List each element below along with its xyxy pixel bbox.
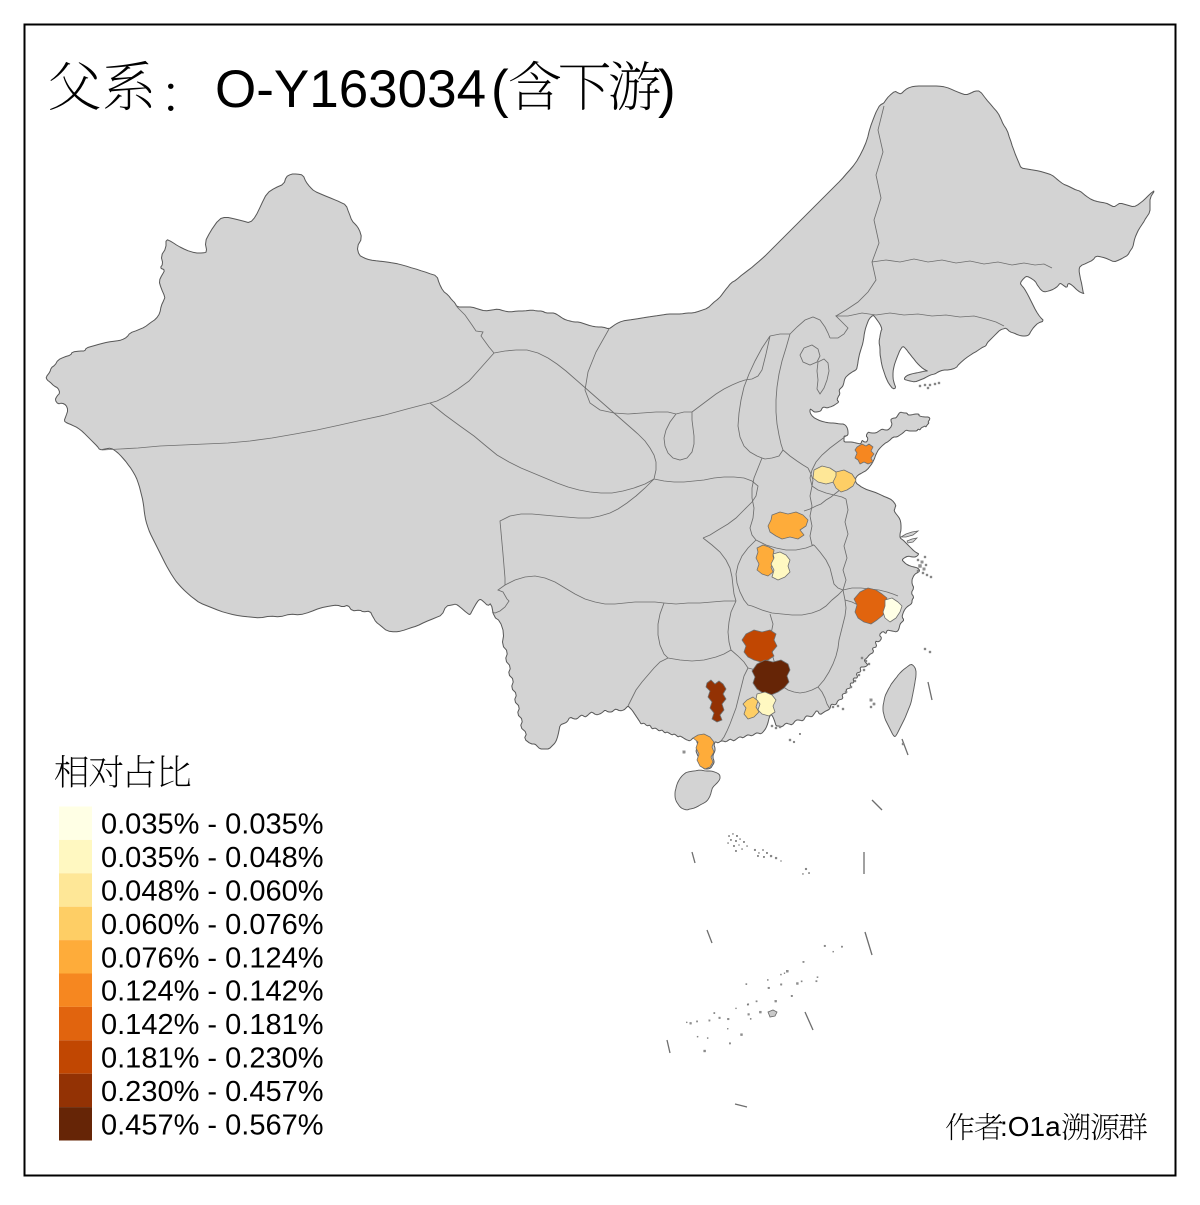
svg-text:0.230% - 0.457%: 0.230% - 0.457%: [101, 1076, 323, 1108]
svg-text:0.035% - 0.035%: 0.035% - 0.035%: [101, 809, 323, 841]
svg-text:0.142% - 0.181%: 0.142% - 0.181%: [101, 1009, 323, 1041]
svg-text:0.060% - 0.076%: 0.060% - 0.076%: [101, 909, 323, 941]
svg-text:0.076% - 0.124%: 0.076% - 0.124%: [101, 942, 323, 974]
svg-text:0.457% - 0.567%: 0.457% - 0.567%: [101, 1109, 323, 1141]
svg-text:0.035% - 0.048%: 0.035% - 0.048%: [101, 842, 323, 874]
svg-text:): ): [658, 60, 676, 119]
svg-text:0.181% - 0.230%: 0.181% - 0.230%: [101, 1043, 323, 1075]
svg-text:0.048% - 0.060%: 0.048% - 0.060%: [101, 876, 323, 908]
svg-text::O1a: :O1a: [1000, 1111, 1061, 1142]
svg-text:0.124% - 0.142%: 0.124% - 0.142%: [101, 976, 323, 1008]
svg-text:O-Y163034: O-Y163034: [215, 60, 486, 119]
svg-text:(: (: [491, 60, 509, 119]
